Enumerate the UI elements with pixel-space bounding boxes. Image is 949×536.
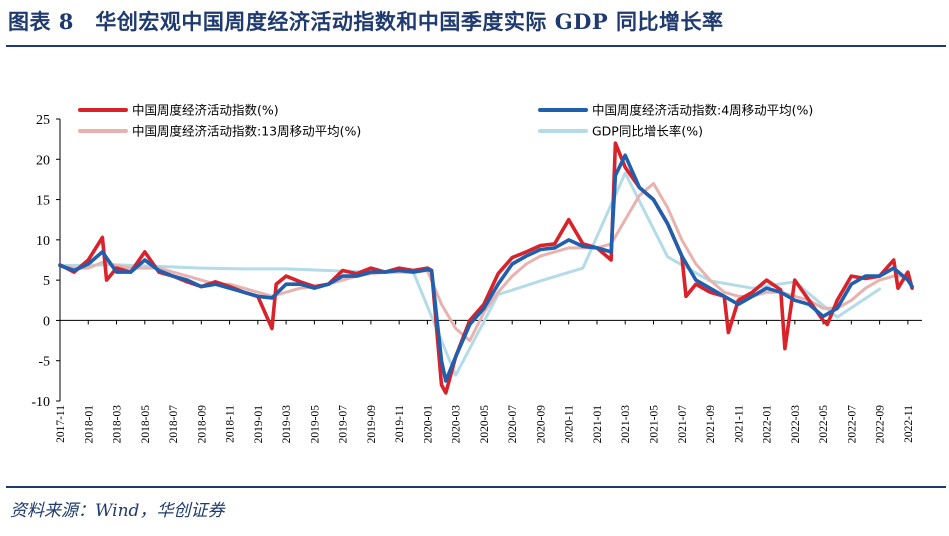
- x-tick-label: 2020-07: [507, 405, 519, 444]
- y-tick-label: 0: [43, 314, 50, 329]
- y-tick-label: 20: [36, 153, 50, 168]
- x-tick-label: 2021-05: [649, 405, 661, 444]
- x-tick-label: 2022-01: [762, 405, 774, 444]
- series-line-2: [58, 182, 910, 343]
- x-tick-label: 2018-09: [196, 405, 208, 444]
- x-tick-label: 2022-07: [846, 405, 858, 444]
- source-rule: [6, 486, 946, 488]
- x-tick-label: 2019-09: [366, 405, 378, 444]
- x-tick-label: 2020-09: [535, 405, 547, 444]
- x-tick-label: 2021-09: [705, 405, 717, 444]
- x-tick-label: 2018-01: [83, 405, 95, 444]
- y-tick-label: -5: [38, 355, 50, 370]
- y-tick-label: 5: [43, 274, 50, 289]
- x-tick-label: 2021-11: [733, 405, 745, 443]
- x-tick-label: 2022-09: [875, 405, 887, 444]
- x-tick-label: 2022-05: [818, 405, 830, 444]
- y-tick-label: 10: [36, 234, 50, 249]
- legend-label-2: 中国周度经济活动指数:13周移动平均(%): [132, 124, 361, 139]
- x-tick-label: 2019-05: [309, 405, 321, 444]
- y-tick-label: -10: [31, 395, 50, 410]
- series-line-1: [58, 153, 914, 383]
- legend-label-3: GDP同比增长率(%): [592, 124, 703, 139]
- x-tick-label: 2020-05: [479, 405, 491, 444]
- x-tick-label: 2019-03: [281, 405, 293, 444]
- y-tick-label: 25: [36, 113, 50, 128]
- figure-title: 图表 8 华创宏观中国周度经济活动指数和中国季度实际 GDP 同比增长率: [8, 9, 724, 34]
- x-tick-label: 2019-01: [253, 405, 265, 444]
- series-line-3: [58, 171, 882, 377]
- x-tick-label: 2020-11: [564, 405, 576, 443]
- series-line-0: [58, 141, 914, 395]
- y-tick-label: 15: [36, 194, 50, 209]
- legend-label-1: 中国周度经济活动指数:4周移动平均(%): [592, 103, 813, 118]
- x-tick-label: 2021-01: [592, 405, 604, 444]
- x-tick-label: 2017-11: [55, 405, 67, 443]
- x-tick-label: 2021-07: [677, 405, 689, 444]
- x-tick-label: 2018-03: [112, 405, 124, 444]
- x-tick-label: 2022-03: [790, 405, 802, 444]
- source-note: 资料来源：Wind，华创证券: [10, 501, 225, 521]
- x-tick-label: 2018-07: [168, 405, 180, 444]
- x-tick-label: 2018-05: [140, 405, 152, 444]
- title-rule: [6, 45, 946, 47]
- x-tick-label: 2019-11: [394, 405, 406, 443]
- x-tick-label: 2019-07: [338, 405, 350, 444]
- chart-legend: 中国周度经济活动指数(%) 中国周度经济活动指数:4周移动平均(%) 中国周度经济活…: [78, 103, 813, 139]
- x-tick-label: 2020-01: [422, 405, 434, 444]
- x-tick-label: 2022-11: [903, 405, 915, 443]
- line-chart: -10 -5 0 5 10 15 20 25 2017-11 2018-01 2018-03 2018…: [31, 103, 922, 443]
- x-tick-label: 2018-11: [225, 405, 237, 443]
- x-tick-label: 2020-03: [451, 405, 463, 444]
- chart-series: [58, 141, 914, 395]
- x-tick-label: 2021-03: [620, 405, 632, 444]
- legend-label-0: 中国周度经济活动指数(%): [132, 103, 279, 118]
- chart-axes: -10 -5 0 5 10 15 20 25 2017-11 2018-01 2018-03 2018…: [31, 113, 922, 443]
